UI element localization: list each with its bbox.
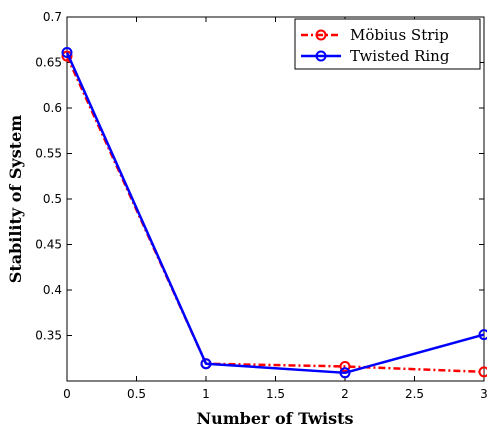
data-point-series-0 <box>61 50 73 62</box>
data-point-series-0 <box>339 360 351 372</box>
x-axis-label: Number of Twists <box>196 409 353 428</box>
x-tick-label: 2 <box>341 387 349 401</box>
legend-marker-twisted <box>315 50 327 62</box>
legend-label-mobius: Möbius Strip <box>350 26 449 44</box>
y-tick-label: 0.6 <box>43 101 62 115</box>
y-tick-label: 0.35 <box>35 329 62 343</box>
series-layer <box>61 46 487 379</box>
legend-box <box>294 18 481 70</box>
y-axis-label: Stability of System <box>6 115 25 284</box>
data-point-series-0 <box>478 366 487 378</box>
y-tick-label: 0.65 <box>35 56 62 70</box>
data-point-series-1 <box>200 358 212 370</box>
plot-area <box>66 16 485 382</box>
y-tick-label: 0.45 <box>35 238 62 252</box>
y-tick-label: 0.7 <box>43 10 62 24</box>
legend: Möbius Strip Twisted Ring <box>294 18 481 70</box>
data-point-series-1 <box>61 46 73 58</box>
y-tick-label: 0.5 <box>43 192 62 206</box>
data-point-series-1 <box>478 329 487 341</box>
data-point-series-1 <box>339 367 351 379</box>
x-tick-label: 0 <box>63 387 71 401</box>
x-tick-labels: 0 0.5 1 1.5 2 2.5 3 <box>63 387 487 401</box>
series-line-1 <box>65 51 485 375</box>
y-tick-label: 0.4 <box>43 283 62 297</box>
x-tick-label: 1 <box>202 387 210 401</box>
legend-label-twisted: Twisted Ring <box>350 47 450 65</box>
x-tick-label: 0.5 <box>127 387 146 401</box>
y-tick-label: 0.55 <box>35 147 62 161</box>
y-tick-labels: 0.35 0.4 0.45 0.5 0.55 0.6 0.65 0.7 <box>35 10 62 343</box>
x-tick-label: 1.5 <box>266 387 285 401</box>
x-tick-label: 2.5 <box>405 387 424 401</box>
x-tick-label: 3 <box>480 387 487 401</box>
legend-marker-mobius <box>315 29 327 41</box>
